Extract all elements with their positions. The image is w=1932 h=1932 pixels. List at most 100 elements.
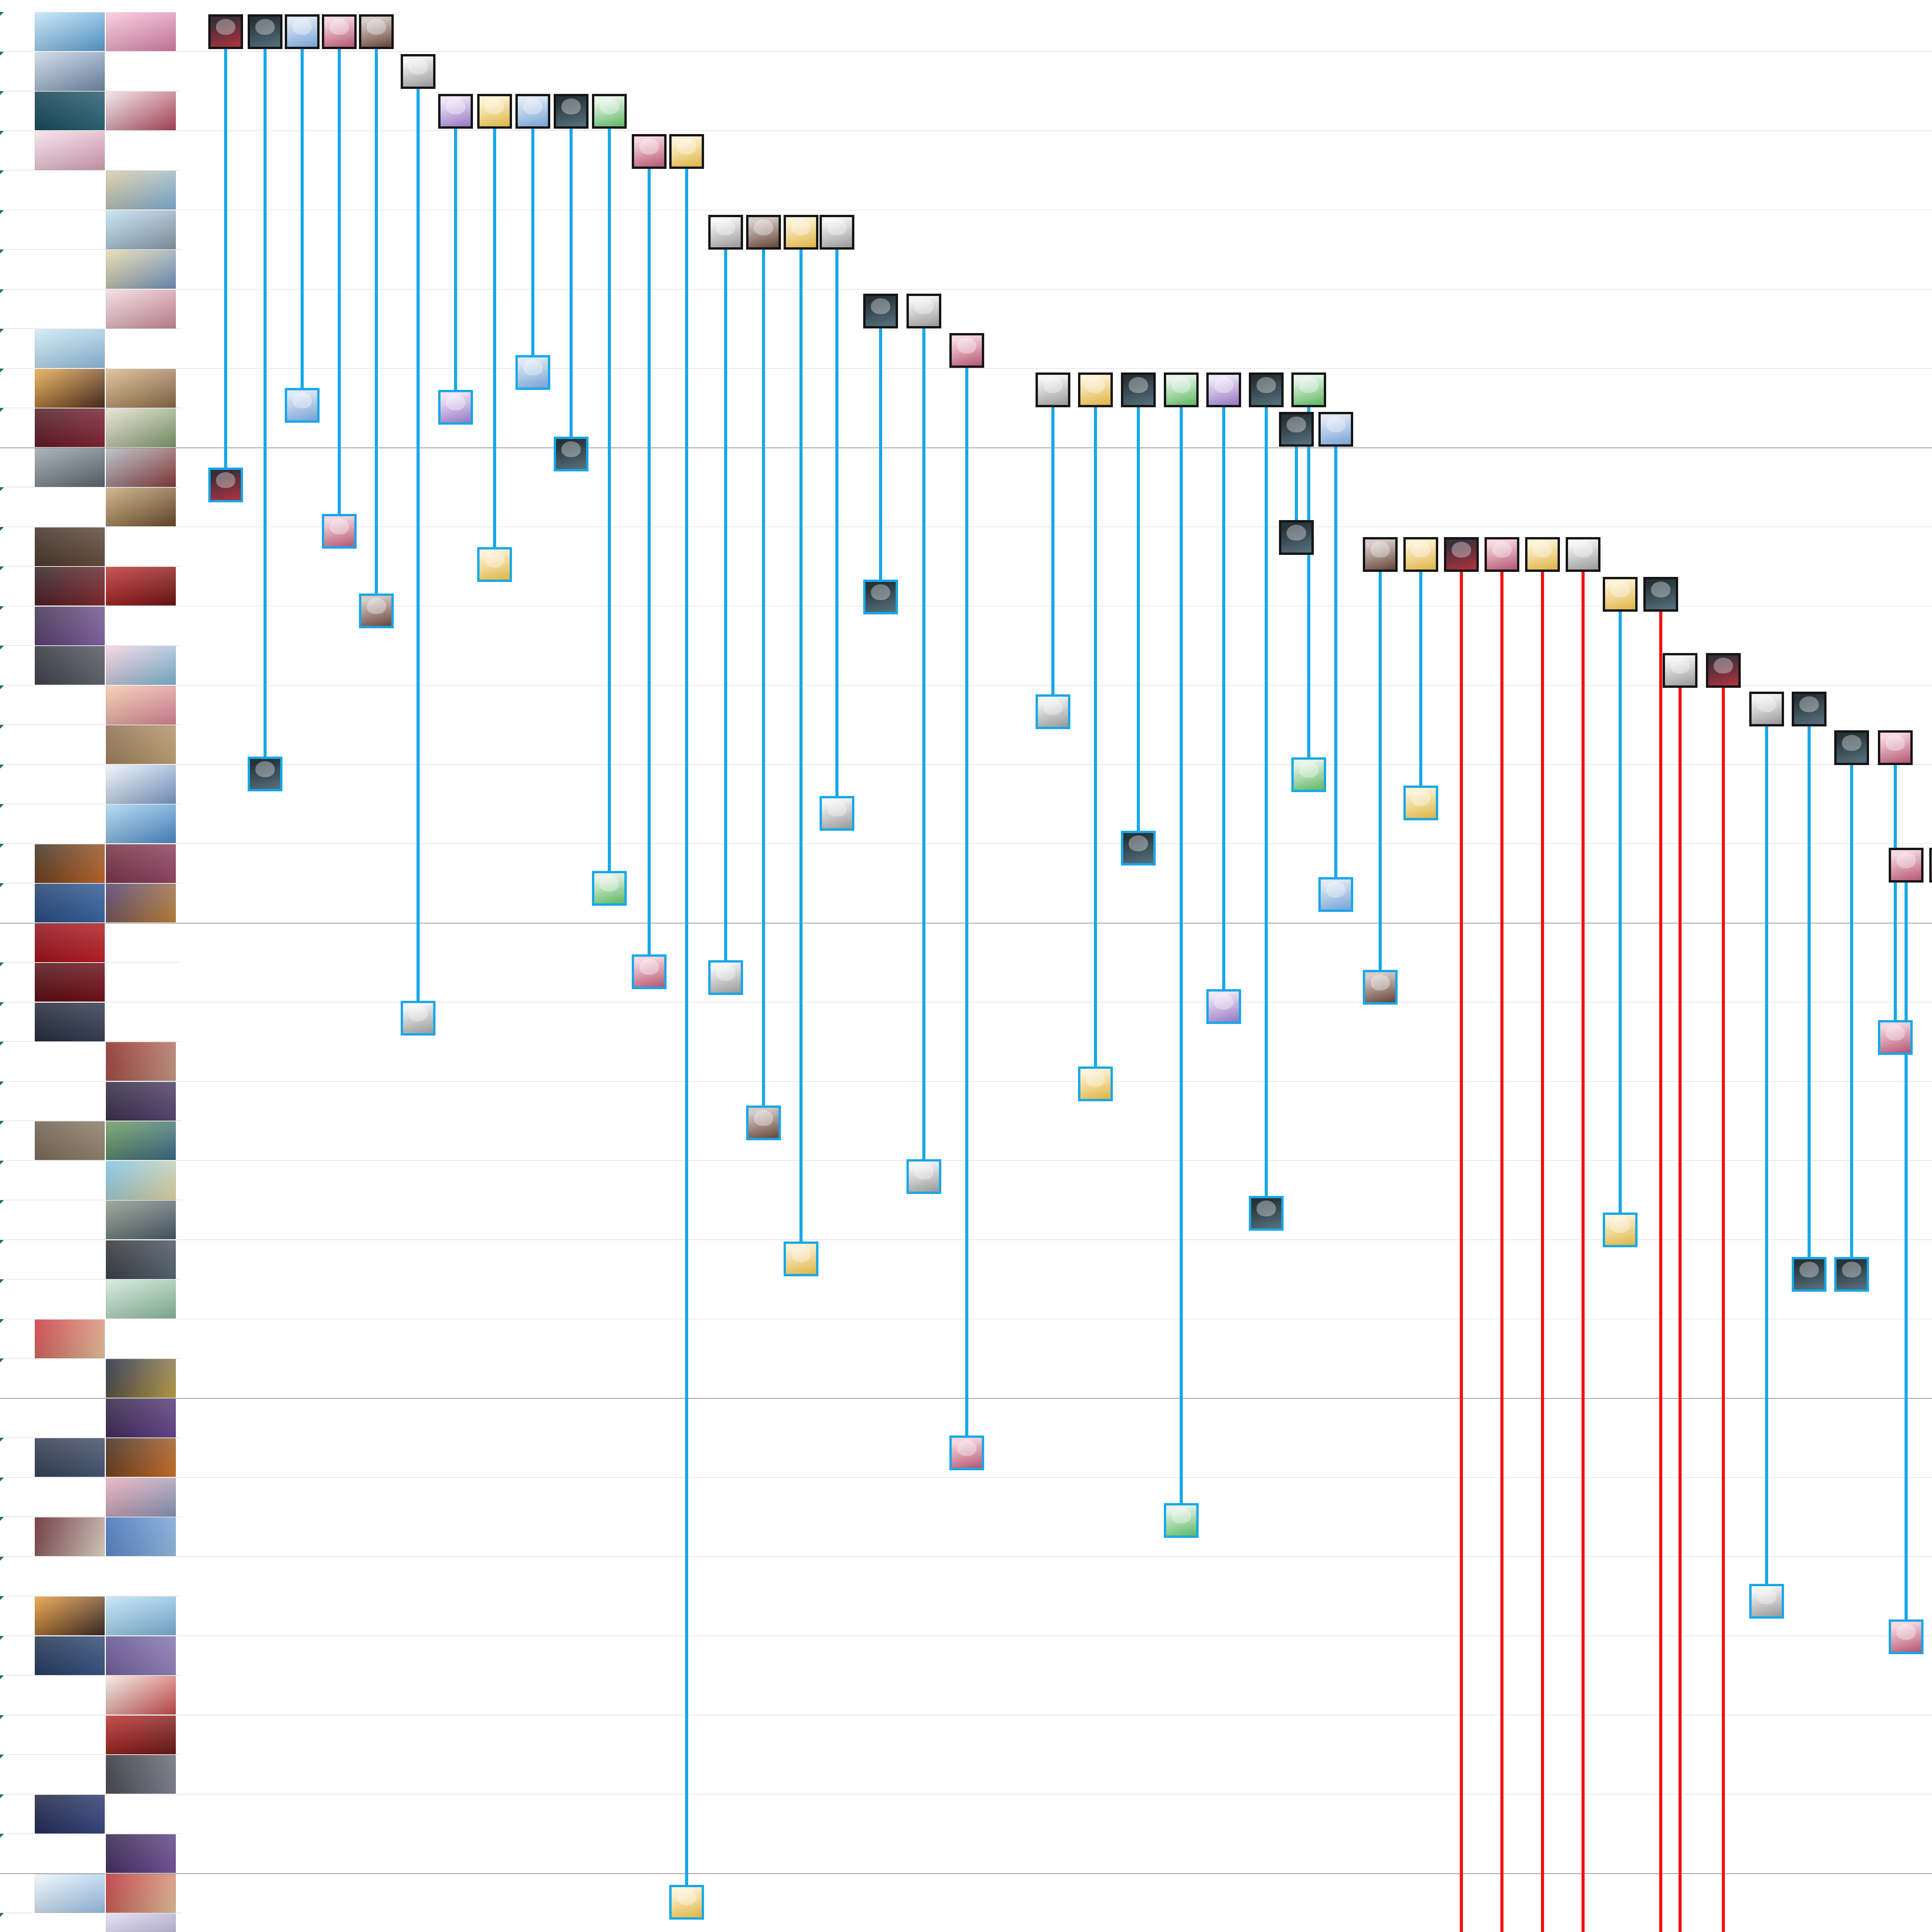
avatar-start-box[interactable] xyxy=(1036,372,1070,407)
avatar-start-box[interactable] xyxy=(1525,537,1560,572)
avatar-end-box[interactable] xyxy=(1279,520,1314,555)
stream-thumbnail[interactable] xyxy=(35,1121,105,1160)
stream-thumbnail[interactable] xyxy=(106,1082,176,1121)
avatar-start-box[interactable] xyxy=(1444,537,1479,572)
avatar-start-box[interactable] xyxy=(1878,730,1913,765)
stream-thumbnail[interactable] xyxy=(35,369,105,408)
avatar-end-box[interactable] xyxy=(1164,1503,1199,1538)
stream-thumbnail[interactable] xyxy=(35,1874,105,1913)
avatar-start-box[interactable] xyxy=(949,333,984,368)
stream-thumbnail[interactable] xyxy=(35,527,105,566)
avatar-end-box[interactable] xyxy=(784,1242,818,1276)
avatar-end-box[interactable] xyxy=(1878,1020,1913,1055)
stream-thumbnail[interactable] xyxy=(35,884,105,922)
stream-thumbnail[interactable] xyxy=(106,1834,176,1873)
avatar-start-box[interactable] xyxy=(1749,692,1784,726)
avatar-start-box[interactable] xyxy=(669,134,704,169)
stream-thumbnail[interactable] xyxy=(106,1359,176,1398)
avatar-end-box[interactable] xyxy=(1249,1196,1284,1231)
avatar-start-box[interactable] xyxy=(438,94,473,129)
avatar-end-box[interactable] xyxy=(515,355,550,390)
avatar-end-box[interactable] xyxy=(1792,1257,1827,1292)
avatar-start-box[interactable] xyxy=(248,14,282,49)
avatar-start-box[interactable] xyxy=(863,294,898,328)
stream-thumbnail[interactable] xyxy=(106,369,176,408)
avatar-end-box[interactable] xyxy=(1749,1584,1784,1619)
avatar-start-box[interactable] xyxy=(1643,577,1678,612)
stream-thumbnail[interactable] xyxy=(106,1715,176,1754)
avatar-start-box[interactable] xyxy=(1403,537,1438,572)
avatar-start-box[interactable] xyxy=(477,94,512,129)
stream-thumbnail[interactable] xyxy=(106,1161,176,1200)
avatar-end-box[interactable] xyxy=(359,594,394,628)
stream-thumbnail[interactable] xyxy=(106,1874,176,1913)
avatar-end-box[interactable] xyxy=(592,871,627,906)
avatar-end-box[interactable] xyxy=(1889,1619,1923,1654)
avatar-start-box[interactable] xyxy=(1318,412,1353,447)
stream-thumbnail[interactable] xyxy=(106,250,176,289)
stream-thumbnail[interactable] xyxy=(106,448,176,487)
stream-thumbnail[interactable] xyxy=(106,1042,176,1081)
stream-thumbnail[interactable] xyxy=(106,1398,176,1437)
stream-thumbnail[interactable] xyxy=(35,408,105,447)
avatar-start-box[interactable] xyxy=(906,294,941,328)
stream-thumbnail[interactable] xyxy=(35,1517,105,1556)
avatar-end-box[interactable] xyxy=(669,1885,704,1920)
avatar-end-box[interactable] xyxy=(322,514,357,549)
stream-thumbnail[interactable] xyxy=(35,646,105,685)
stream-thumbnail[interactable] xyxy=(106,1597,176,1635)
stream-thumbnail[interactable] xyxy=(106,408,176,447)
avatar-start-box[interactable] xyxy=(1834,730,1869,765)
avatar-end-box[interactable] xyxy=(949,1435,984,1470)
stream-thumbnail[interactable] xyxy=(106,210,176,249)
stream-thumbnail[interactable] xyxy=(35,844,105,883)
avatar-start-box[interactable] xyxy=(632,134,667,169)
avatar-end-box[interactable] xyxy=(1834,1257,1869,1292)
stream-thumbnail[interactable] xyxy=(35,92,105,130)
avatar-end-box[interactable] xyxy=(401,1001,435,1036)
avatar-end-box[interactable] xyxy=(1078,1066,1113,1101)
avatar-start-box[interactable] xyxy=(746,215,781,250)
avatar-start-box[interactable] xyxy=(1566,537,1600,572)
avatar-end-box[interactable] xyxy=(906,1159,941,1194)
avatar-start-box[interactable] xyxy=(1121,372,1156,407)
stream-thumbnail[interactable] xyxy=(106,884,176,922)
avatar-end-box[interactable] xyxy=(708,960,743,995)
stream-thumbnail[interactable] xyxy=(106,1478,176,1517)
avatar-start-box[interactable] xyxy=(592,94,627,129)
stream-thumbnail[interactable] xyxy=(106,1201,176,1239)
avatar-end-box[interactable] xyxy=(746,1105,781,1140)
avatar-start-box[interactable] xyxy=(820,215,854,250)
avatar-start-box[interactable] xyxy=(1706,653,1741,688)
avatar-start-box[interactable] xyxy=(515,94,550,129)
avatar-end-box[interactable] xyxy=(208,468,243,502)
avatar-end-box[interactable] xyxy=(1291,757,1326,792)
avatar-start-box[interactable] xyxy=(1929,848,1932,883)
stream-thumbnail[interactable] xyxy=(106,646,176,685)
avatar-end-box[interactable] xyxy=(1121,831,1156,866)
avatar-start-box[interactable] xyxy=(554,94,588,129)
avatar-start-box[interactable] xyxy=(1206,372,1241,407)
avatar-start-box[interactable] xyxy=(1485,537,1519,572)
stream-thumbnail[interactable] xyxy=(106,171,176,209)
stream-thumbnail[interactable] xyxy=(35,1597,105,1635)
stream-thumbnail[interactable] xyxy=(106,765,176,804)
stream-thumbnail[interactable] xyxy=(35,567,105,605)
stream-thumbnail[interactable] xyxy=(106,804,176,843)
avatar-end-box[interactable] xyxy=(1363,970,1398,1005)
avatar-start-box[interactable] xyxy=(208,14,243,49)
avatar-end-box[interactable] xyxy=(632,954,667,989)
stream-thumbnail[interactable] xyxy=(106,488,176,526)
stream-thumbnail[interactable] xyxy=(35,1319,105,1358)
stream-thumbnail[interactable] xyxy=(35,1002,105,1041)
avatar-start-box[interactable] xyxy=(1291,372,1326,407)
avatar-end-box[interactable] xyxy=(477,547,512,582)
avatar-start-box[interactable] xyxy=(285,14,320,49)
avatar-end-box[interactable] xyxy=(1318,877,1353,912)
stream-thumbnail[interactable] xyxy=(106,1755,176,1794)
stream-thumbnail[interactable] xyxy=(106,1517,176,1556)
stream-thumbnail[interactable] xyxy=(106,685,176,724)
stream-thumbnail[interactable] xyxy=(106,92,176,130)
avatar-start-box[interactable] xyxy=(784,215,818,250)
stream-thumbnail[interactable] xyxy=(106,1121,176,1160)
